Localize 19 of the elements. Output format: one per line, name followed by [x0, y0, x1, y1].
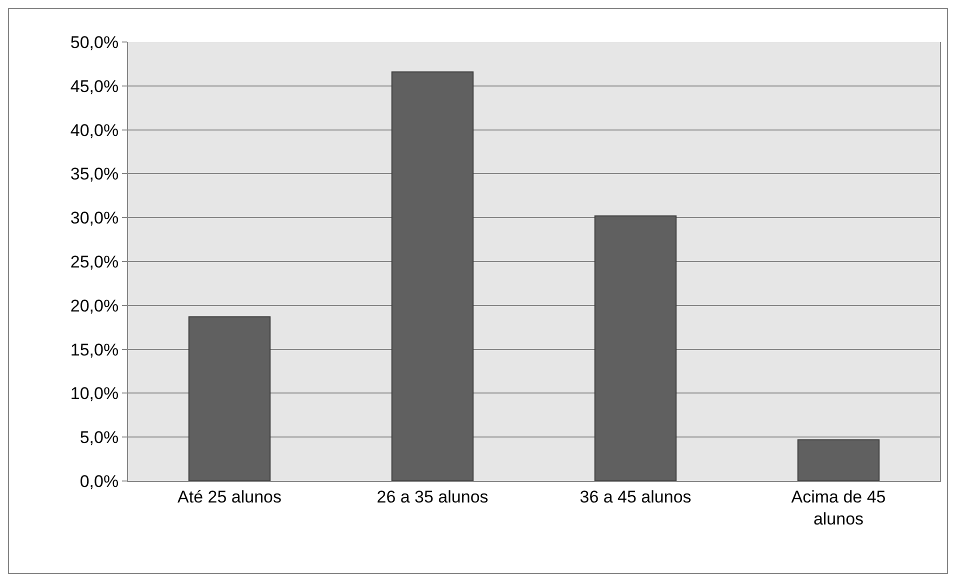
bar: [188, 316, 271, 481]
y-tick-label: 45,0%: [70, 76, 119, 96]
x-tick-label: Até 25 alunos: [178, 487, 282, 506]
y-tick-label: 30,0%: [70, 208, 119, 228]
bar: [594, 215, 677, 481]
y-tick-label: 50,0%: [70, 32, 119, 52]
y-tick-label: 5,0%: [80, 428, 119, 448]
y-tick-label: 20,0%: [70, 296, 119, 316]
y-tick-label: 0,0%: [80, 472, 119, 491]
bar: [391, 71, 474, 481]
y-tick-label: 25,0%: [70, 252, 119, 272]
x-tick-label: 26 a 35 alunos: [376, 487, 488, 506]
y-tick-label: 15,0%: [70, 340, 119, 360]
y-tick-label: 40,0%: [70, 120, 119, 140]
x-tick-label: Acima de 45 alunos: [791, 487, 886, 528]
y-tick-label: 35,0%: [70, 164, 119, 184]
bar: [797, 439, 880, 481]
x-tick-label: 36 a 45 alunos: [580, 487, 692, 506]
y-tick-label: 10,0%: [70, 384, 119, 404]
